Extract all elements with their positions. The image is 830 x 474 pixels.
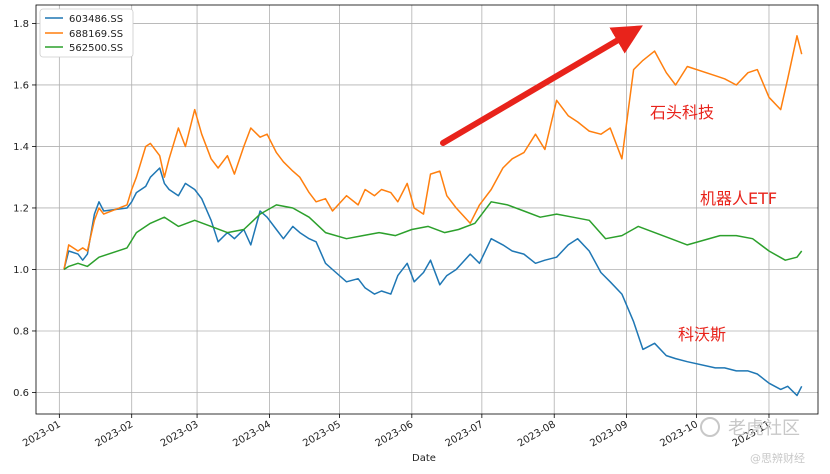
x-tick-label: 2023-09 xyxy=(588,419,630,449)
x-tick-label: 2023-08 xyxy=(516,419,558,449)
legend-box xyxy=(39,8,134,58)
annotation-ecovacs: 科沃斯 xyxy=(678,325,726,344)
y-tick-label: 1.6 xyxy=(13,80,29,91)
watermark-main: 老虎社区 xyxy=(728,418,800,439)
series-lines xyxy=(63,35,803,397)
legend-label-603486: 603486.SS xyxy=(69,14,123,25)
annotation-roborock: 石头科技 xyxy=(650,103,714,122)
y-tick-label: 0.6 xyxy=(13,388,29,399)
legend: 603486.SS 688169.SS 562500.SS xyxy=(39,8,134,58)
x-tick-label: 2023-10 xyxy=(658,419,700,449)
watermark-sub: @思辨财经 xyxy=(750,451,805,465)
x-axis-label: Date xyxy=(412,453,436,464)
y-tick-label: 1.0 xyxy=(13,265,29,276)
gridlines xyxy=(36,5,818,414)
x-axis-ticks: 2023-01 2023-02 2023-03 2023-04 2023-05 2023-… xyxy=(21,414,772,449)
x-tick-label: 2023-03 xyxy=(159,419,201,449)
series-line-688169-SS xyxy=(63,35,803,270)
series-line-562500-SS xyxy=(63,201,803,271)
trend-arrow xyxy=(440,25,643,146)
x-tick-label: 2023-07 xyxy=(444,419,486,449)
watermark-logo-icon xyxy=(700,417,720,437)
series-line-603486-SS xyxy=(63,167,803,397)
plot-frame xyxy=(35,4,819,415)
y-tick-label: 1.8 xyxy=(13,19,29,30)
legend-label-562500: 562500.SS xyxy=(69,43,123,54)
y-tick-label: 1.2 xyxy=(13,203,29,214)
x-tick-label: 2023-01 xyxy=(21,419,63,449)
x-tick-label: 2023-05 xyxy=(301,419,343,449)
y-tick-label: 0.8 xyxy=(13,326,29,337)
y-axis-ticks: 0.6 0.8 1.0 1.2 1.4 1.6 1.8 xyxy=(13,19,36,399)
x-tick-label: 2023-02 xyxy=(94,419,136,449)
annotation-robot-etf: 机器人ETF xyxy=(700,189,777,208)
x-tick-label: 2023-06 xyxy=(374,419,416,449)
watermark: 老虎社区 @思辨财经 xyxy=(700,417,805,465)
x-tick-label: 2023-04 xyxy=(231,419,273,449)
legend-label-688169: 688169.SS xyxy=(69,29,123,40)
y-tick-label: 1.4 xyxy=(13,142,29,153)
